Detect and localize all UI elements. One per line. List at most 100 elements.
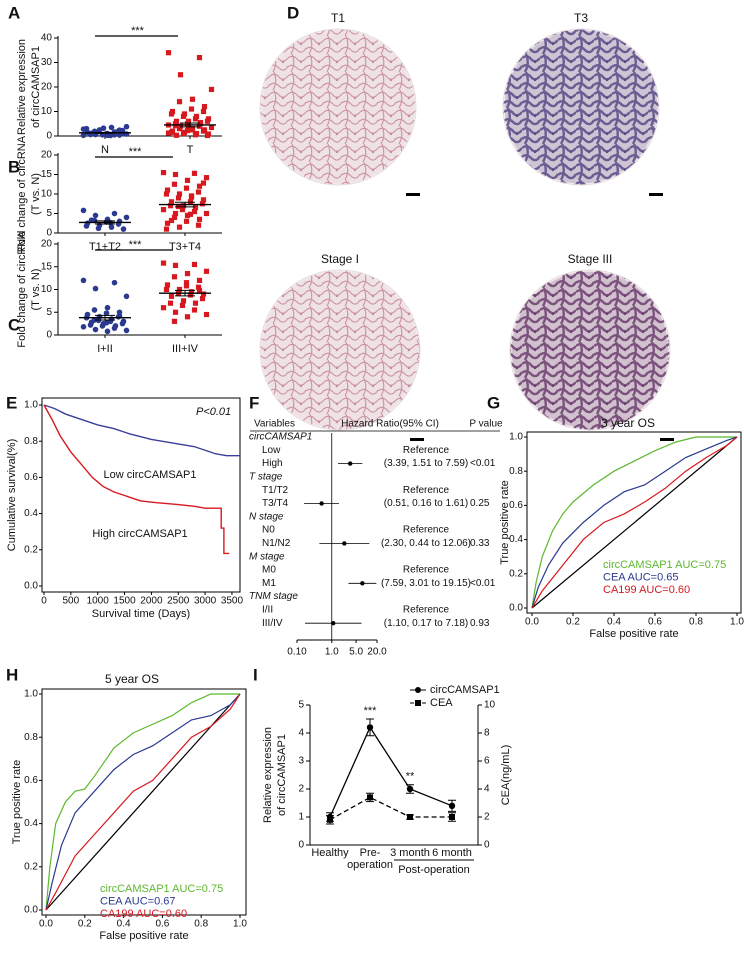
data-point [196,183,203,189]
group-label: N stage [249,511,284,522]
y-axis-label: (T vs. N) [30,269,42,311]
error-bar [180,122,200,128]
data-point [196,287,203,294]
data-point [80,207,87,214]
y2-tick-label: 4 [484,784,490,795]
y-tick-label: 20 [41,239,53,250]
data-point [184,314,191,320]
data-point [92,212,99,219]
data-point [91,307,98,313]
survival-curve [43,404,230,555]
data-point [103,319,110,326]
panel-letter: D [287,3,299,22]
data-point [191,208,198,215]
y-axis-label: (T vs. N) [30,173,42,215]
group-label: Post-operation [398,864,470,876]
x-tick-label: 0.8 [689,617,703,628]
data-point [80,132,87,139]
x-tick-label: I+II [97,343,113,355]
data-point [88,217,95,223]
data-point [160,305,167,311]
y-tick-label: 5 [46,208,52,219]
hr-text: Reference [403,565,450,576]
y-tick-label: 15 [41,261,53,272]
series-line [329,796,452,821]
data-point [119,320,126,327]
y-tick-label: 0.8 [24,436,38,447]
legend-marker [415,700,421,706]
x-tick-label: N [101,144,109,156]
hr-text: Reference [403,485,450,496]
y-tick-label: 0.8 [24,732,38,743]
y-tick-label: 0.6 [24,472,38,483]
data-point [179,302,186,309]
curve-label: Low circCAMSAP1 [104,469,197,481]
y-tick-label: 0 [46,228,52,239]
y-axis-label: of circCAMSAP1 [30,46,42,128]
y-tick-label: 1.0 [24,400,38,411]
roc-curve [45,693,241,911]
hr-text: (3.39, 1.51 to 7.59) [384,458,469,469]
data-point [367,794,373,801]
data-point [171,318,178,324]
data-point [366,724,374,731]
data-point [172,309,179,315]
data-point [163,286,170,293]
data-point [123,214,130,221]
data-point [91,317,98,323]
y-tick-label: 0.2 [24,544,38,555]
legend-label: CEA AUC=0.65 [603,571,679,583]
data-point [192,205,199,211]
data-point [172,262,179,268]
y-tick-label: 1.0 [509,432,523,443]
x-tick-label: 1500 [113,596,136,607]
hr-point [342,541,347,546]
data-point [199,201,206,207]
y2-tick-label: 10 [484,700,496,711]
x-tick-label: 1.0 [233,919,247,930]
tissue-image [509,269,671,431]
x-tick-label: T3+T4 [169,241,201,253]
legend-label: CA199 AUC=0.60 [100,908,187,920]
legend-label: circCAMSAP1 [430,684,500,696]
data-point [172,123,179,129]
data-point [184,270,191,277]
x-tick-label: 0.6 [155,919,169,930]
data-point [176,126,183,132]
x-tick-label: operation [347,859,393,871]
data-point [167,300,174,306]
legend-label: circCAMSAP1 AUC=0.75 [100,883,223,895]
data-point [168,217,175,224]
tissue-image [259,269,421,431]
data-point [203,311,210,318]
group-label: T stage [249,472,283,483]
y-tick-label: 0.6 [509,500,523,511]
group-label: TNM stage [249,591,298,602]
x-tick-label: 0.6 [648,617,662,628]
data-point [104,328,111,335]
x-tick-label: 3 month [390,847,430,859]
roc-curve [531,436,738,609]
data-point [184,128,191,134]
data-point [99,323,106,329]
data-point [201,104,208,110]
data-point [195,222,202,228]
y-tick-label: 5 [298,700,304,711]
error-bar [175,289,195,297]
significance-label: *** [364,705,378,717]
data-point [171,181,178,187]
hr-point [319,501,324,506]
y-tick-label: 0.0 [24,581,38,592]
data-point [173,132,180,138]
data-point [111,279,118,286]
data-point [184,212,191,219]
data-point [195,189,202,195]
image-title: Stage I [321,252,359,266]
x-tick-label: 20.0 [367,647,387,658]
significance-label: *** [129,146,143,158]
legend-label: circCAMSAP1 AUC=0.75 [603,559,726,571]
data-point [163,226,170,232]
image-title: T1 [331,11,345,25]
roc-curve [531,436,738,609]
